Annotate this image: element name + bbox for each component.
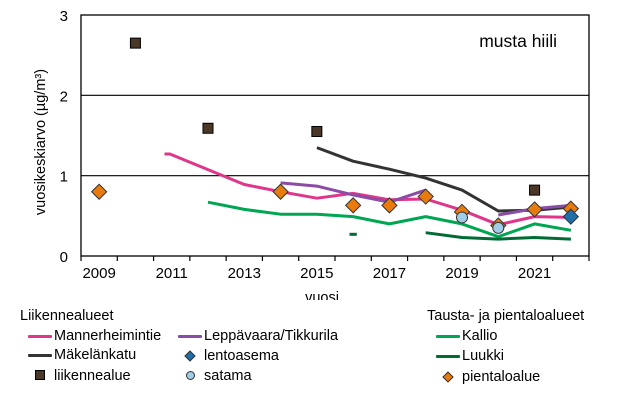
series-layer xyxy=(164,146,572,241)
y-axis-label: vuosikeskiarvo (µg/m³) xyxy=(33,69,49,215)
x-tick-label: 2015 xyxy=(300,265,333,282)
x-axis-label: vuosi xyxy=(305,290,339,300)
y-tick-label: 0 xyxy=(60,249,68,266)
chart-title: musta hiili xyxy=(479,31,557,51)
series-line-luukki xyxy=(425,231,571,241)
chart: 0 1 2 3 2009 2011 2013 2015 2017 2019 2021 musta h… xyxy=(33,8,590,300)
x-tick-label: 2013 xyxy=(228,265,261,282)
legend-label: lentoasema xyxy=(204,348,279,364)
data-point-pientaloalue xyxy=(417,188,434,205)
data-point-pientaloalue xyxy=(344,197,362,214)
legend-label: liikennealue xyxy=(54,368,131,384)
legend-item-pientaloalue: pientaloalue xyxy=(436,367,540,387)
x-tick-label: 2009 xyxy=(82,265,115,282)
x-tick-label: 2011 xyxy=(156,265,188,282)
data-point-satama xyxy=(456,211,468,224)
legend-label: pientaloalue xyxy=(462,369,541,385)
legend-item-liikennealue: liikennealue xyxy=(28,366,131,386)
markers-layer xyxy=(90,37,580,234)
data-point-liikennealue xyxy=(529,184,541,196)
legend-square-icon xyxy=(28,366,52,386)
legend-item-satama: satama xyxy=(178,366,252,386)
data-point-satama xyxy=(492,221,505,234)
legend-diamond-icon xyxy=(436,367,460,387)
y-tick-label: 1 xyxy=(60,169,68,186)
legend-item-makelankatu: Mäkelänkatu xyxy=(28,345,136,365)
legend-group-traffic-title: Liikennealueet xyxy=(20,308,114,324)
legend-item-leppavaara: Leppävaara/Tikkurila xyxy=(178,326,338,346)
data-point-pientaloalue xyxy=(272,183,289,200)
data-point-pientaloalue xyxy=(90,183,108,200)
legend-item-mannerheimintie: Mannerheimintie xyxy=(28,326,161,346)
legend-label: satama xyxy=(204,368,252,384)
legend-label: Mannerheimintie xyxy=(54,328,162,344)
x-tick-label: 2017 xyxy=(373,265,406,282)
legend-line-swatch xyxy=(28,353,52,357)
legend-group-background-title: Tausta- ja pientaloalueet xyxy=(427,308,585,324)
series-line-kallio xyxy=(207,200,572,239)
legend-item-kallio: Kallio xyxy=(436,326,497,346)
legend-item-lentoasema: lentoasema xyxy=(178,346,279,366)
legend-label: Luukki xyxy=(462,348,504,364)
data-point-lentoasema xyxy=(562,208,580,225)
legend-label: Kallio xyxy=(462,328,498,344)
legend-line-swatch xyxy=(178,334,202,338)
legend-diamond-icon xyxy=(178,346,202,366)
legend-circle-icon xyxy=(178,366,202,386)
legend-label: Mäkelänkatu xyxy=(54,347,137,363)
data-point-liikennealue xyxy=(129,37,141,49)
x-tick-label: 2019 xyxy=(445,265,478,282)
data-point-liikennealue xyxy=(311,125,323,137)
axes: 0 1 2 3 2009 2011 2013 2015 2017 2019 2021 xyxy=(60,8,590,282)
legend: Liikennealueet Tausta- ja pientaloalueet… xyxy=(20,306,620,406)
legend-line-swatch xyxy=(28,334,52,338)
data-point-pientaloalue xyxy=(381,197,398,214)
grid-lines xyxy=(81,94,589,177)
legend-line-swatch xyxy=(436,354,460,358)
series-line-leppavaara xyxy=(280,181,427,204)
y-tick-label: 3 xyxy=(60,8,68,25)
data-point-liikennealue xyxy=(202,122,214,134)
plot-frame xyxy=(80,14,590,257)
legend-label: Leppävaara/Tikkurila xyxy=(204,328,339,344)
data-point-pientaloalue xyxy=(526,201,543,218)
y-tick-label: 2 xyxy=(60,88,68,105)
legend-line-swatch xyxy=(436,334,460,338)
legend-item-luukki: Luukki xyxy=(436,346,504,366)
x-tick-label: 2021 xyxy=(518,265,551,282)
